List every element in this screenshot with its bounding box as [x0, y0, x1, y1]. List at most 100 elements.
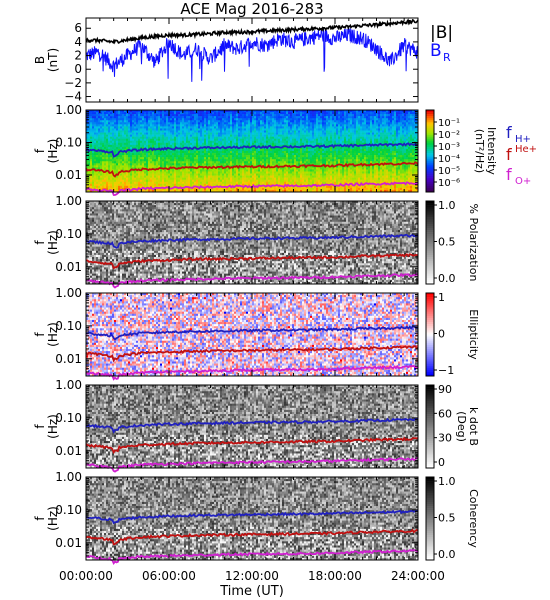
legend-br: B — [430, 41, 442, 61]
y-axis-unit: (Hz) — [46, 506, 60, 531]
series-line-fh — [85, 509, 419, 525]
colorbar-tick-label: 1.0 — [438, 199, 456, 212]
y-axis-unit: (Hz) — [46, 414, 60, 439]
colorbar-label-2: (Deg) — [455, 411, 468, 442]
y-tick-label: 0.01 — [55, 352, 82, 366]
colorbar-tick-label: 0.0 — [438, 548, 456, 561]
y-tick-label: 2 — [74, 49, 82, 63]
legend-fh-sub: H+ — [515, 134, 531, 145]
legend-fhe-sup: He+ — [515, 144, 537, 155]
y-tick-label: 1.00 — [55, 470, 82, 484]
series-line-fo — [85, 456, 419, 473]
legend-btotal: |B| — [430, 23, 453, 43]
y-tick-label: 0.01 — [55, 536, 82, 550]
legend-fhe: f — [506, 145, 512, 164]
colorbar-tick-label: 10⁻² — [438, 130, 460, 141]
x-tick-label: 06:00:00 — [142, 569, 196, 583]
colorbar-label: % Polarization — [467, 204, 480, 282]
y-tick-label: 1.00 — [55, 194, 82, 208]
legend-br-sub: R — [443, 51, 451, 64]
colorbar-frame — [425, 109, 435, 193]
y-axis-label: f — [33, 148, 47, 153]
colorbar-label: Ellipticity — [467, 309, 480, 360]
y-tick-label: 0.10 — [55, 136, 82, 150]
series-line-br — [85, 28, 419, 82]
y-tick-label: 6 — [74, 21, 82, 35]
colorbar-tick-label: 0.5 — [438, 512, 456, 525]
y-tick-label: 0.10 — [55, 227, 82, 241]
series-line-fhe — [85, 436, 419, 455]
y-tick-label: −4 — [64, 90, 82, 104]
colorbar-tick-label: 0 — [438, 328, 445, 341]
colorbar-label: Coherency — [467, 489, 480, 548]
colorbar-frame — [425, 200, 435, 285]
colorbar-tick-label: 10⁻⁶ — [438, 178, 460, 189]
y-tick-label: 0 — [74, 62, 82, 76]
y-tick-label: −2 — [64, 76, 82, 90]
y-tick-label: 0.01 — [55, 444, 82, 458]
series-line-fh — [85, 142, 419, 158]
x-tick-label: 12:00:00 — [225, 569, 279, 583]
colorbar: 1.0 0.5 0.0 Coherency — [425, 475, 480, 561]
y-tick-label: 0.01 — [55, 260, 82, 274]
y-tick-label: 1.00 — [55, 378, 82, 392]
x-tick-label: 18:00:00 — [308, 569, 362, 583]
y-tick-label: 0.10 — [55, 319, 82, 333]
y-tick-label: 0.10 — [55, 411, 82, 425]
y-axis-label: f — [33, 516, 47, 521]
colorbar: 1 0 −1 Ellipticity — [425, 291, 480, 377]
colorbar-tick-label: 10⁻¹ — [438, 118, 460, 129]
spectrogram-panel-1: 1.00 0.10 0.01 f (Hz) 10⁻¹10⁻²10⁻³10⁻⁴10⁻⁵10⁻… — [33, 103, 498, 196]
figure-title: ACE Mag 2016-283 — [180, 0, 323, 18]
y-axis-label: f — [33, 240, 47, 245]
x-axis-label: Time (UT) — [219, 584, 284, 599]
series-line-fhe — [86, 253, 419, 270]
legend-fh: f — [506, 123, 512, 142]
y-tick-label: 1.00 — [55, 286, 82, 300]
colorbar: 1.0 0.5 0.0 % Polarization — [425, 199, 480, 285]
spectrogram-panel-4: 1.00 0.10 0.01 f (Hz) 90 60 30 0 k dot B(Deg) — [33, 378, 480, 473]
series-line-fhe — [85, 345, 419, 363]
series-line-fh — [85, 417, 419, 434]
colorbar-frame — [425, 384, 435, 469]
colorbar-tick-label: 1.0 — [438, 475, 456, 488]
colorbar-tick-label: 1 — [438, 291, 445, 304]
colorbar-tick-label: 10⁻³ — [438, 142, 460, 153]
colorbar-tick-label: −1 — [438, 364, 454, 377]
y-tick-label: 0.10 — [55, 503, 82, 517]
y-axis-unit: (nT) — [46, 48, 60, 72]
x-tick-label: 24:00:00 — [391, 569, 445, 583]
colorbar-frame — [425, 292, 435, 377]
y-tick-label: 0.01 — [55, 168, 82, 182]
frequency-legend: f H+f He+f O+ — [506, 123, 537, 187]
series-line-fhe — [85, 528, 419, 546]
colorbar-frame — [425, 476, 435, 561]
colorbar-label-2: (nT²/Hz) — [473, 129, 486, 173]
colorbar-tick-label: 0.0 — [438, 272, 456, 285]
colorbar: 90 60 30 0 k dot B(Deg) — [425, 383, 480, 469]
colorbar-tick-label: 0.5 — [438, 236, 456, 249]
spectrogram-panel-3: 1.00 0.10 0.01 f (Hz) 1 0 −1 Ellipticity — [33, 286, 480, 381]
legend-fo: f — [506, 165, 512, 184]
legend-fo-sub: O+ — [515, 176, 531, 187]
colorbar-tick-label: 10⁻⁵ — [438, 166, 460, 177]
spectrogram-panel-5: 1.00 0.10 0.01 f (Hz) 1.0 0.5 0.0 Coherency — [33, 470, 480, 566]
colorbar: 10⁻¹10⁻²10⁻³10⁻⁴10⁻⁵10⁻⁶ Intensity(nT²/Hz… — [425, 109, 498, 193]
series-line-fh — [85, 233, 419, 249]
series-line-fh — [86, 325, 419, 341]
colorbar-label: k dot B — [467, 407, 480, 446]
colorbar-tick-label: 60 — [438, 407, 452, 420]
y-axis-unit: (Hz) — [46, 139, 60, 164]
colorbar-label: Intensity — [485, 127, 498, 175]
colorbar-tick-label: 30 — [438, 432, 452, 445]
spectrogram-panel-2: 1.00 0.10 0.01 f (Hz) 1.0 0.5 0.0 % Polarization — [33, 194, 480, 289]
x-tick-label: 00:00:00 — [59, 569, 113, 583]
y-axis-label: f — [33, 332, 47, 337]
y-tick-label: 1.00 — [55, 103, 82, 117]
y-axis-label: B — [33, 56, 47, 64]
y-axis-unit: (Hz) — [46, 322, 60, 347]
colorbar-tick-label: 0 — [438, 456, 445, 469]
colorbar-tick-label: 90 — [438, 383, 452, 396]
